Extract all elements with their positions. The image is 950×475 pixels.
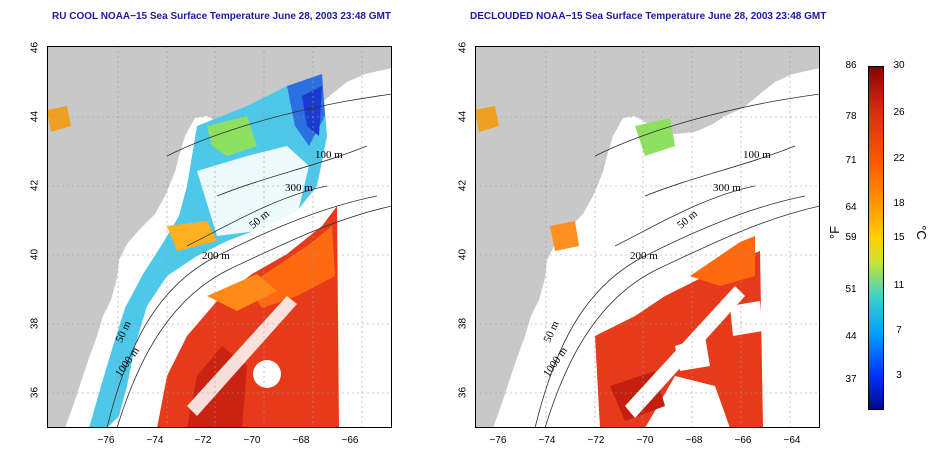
c-tick: 26 xyxy=(893,107,905,118)
land-mass xyxy=(47,46,392,428)
lat-tick: 44 xyxy=(457,110,469,123)
svg-text:200 m: 200 m xyxy=(630,250,658,262)
lon-tick: −70 xyxy=(243,435,261,446)
lat-tick: 46 xyxy=(457,41,469,54)
svg-text:100 m: 100 m xyxy=(315,149,343,161)
lon-tick: −76 xyxy=(97,435,115,446)
left-map-title: RU COOL NOAA−15 Sea Surface Temperature … xyxy=(52,11,391,22)
lat-tick: 38 xyxy=(457,317,469,330)
c-tick: 7 xyxy=(896,325,902,336)
c-tick: 22 xyxy=(893,153,905,164)
lat-tick: 46 xyxy=(29,41,41,54)
lon-tick: −66 xyxy=(341,435,359,446)
f-tick: 44 xyxy=(845,331,857,342)
f-tick: 86 xyxy=(845,60,857,71)
lon-tick: −66 xyxy=(734,435,752,446)
svg-text:300 m: 300 m xyxy=(285,182,313,194)
lat-tick: 36 xyxy=(457,386,469,399)
lon-tick: −76 xyxy=(489,435,507,446)
lat-tick: 40 xyxy=(457,248,469,261)
right-sst-map: 100 m 300 m 50 m 200 m 50 m 1000 m xyxy=(475,46,820,428)
lat-tick: 36 xyxy=(29,386,41,399)
c-tick: 18 xyxy=(893,198,905,209)
temperature-colorbar xyxy=(868,66,884,410)
lat-tick: 44 xyxy=(29,110,41,123)
c-tick: 30 xyxy=(893,60,905,71)
lon-tick: −70 xyxy=(636,435,654,446)
lon-tick: −74 xyxy=(146,435,164,446)
lon-tick: −68 xyxy=(685,435,703,446)
svg-text:200 m: 200 m xyxy=(202,250,230,262)
svg-text:300 m: 300 m xyxy=(713,182,741,194)
land-mass xyxy=(475,46,820,428)
right-map-title: DECLOUDED NOAA−15 Sea Surface Temperatur… xyxy=(470,11,827,22)
lat-tick: 38 xyxy=(29,317,41,330)
lat-tick: 42 xyxy=(457,179,469,192)
lat-tick: 40 xyxy=(29,248,41,261)
lon-tick: −72 xyxy=(194,435,212,446)
lon-tick: −72 xyxy=(587,435,605,446)
c-tick: 11 xyxy=(893,280,905,291)
f-tick: 59 xyxy=(845,232,857,243)
f-tick: 51 xyxy=(845,284,857,295)
celsius-label: °C xyxy=(913,225,929,240)
f-tick: 37 xyxy=(845,374,857,385)
c-tick: 3 xyxy=(896,370,902,381)
svg-text:100 m: 100 m xyxy=(743,149,771,161)
lon-tick: −68 xyxy=(292,435,310,446)
lon-tick: −74 xyxy=(538,435,556,446)
left-sst-map: 100 m 300 m 50 m 200 m 50 m 1000 m xyxy=(47,46,392,428)
fahrenheit-label: °F xyxy=(827,225,843,240)
c-tick: 15 xyxy=(893,232,905,243)
lat-tick: 42 xyxy=(29,179,41,192)
f-tick: 78 xyxy=(845,111,857,122)
f-tick: 71 xyxy=(845,155,857,166)
f-tick: 64 xyxy=(845,202,857,213)
lon-tick: −64 xyxy=(783,435,801,446)
